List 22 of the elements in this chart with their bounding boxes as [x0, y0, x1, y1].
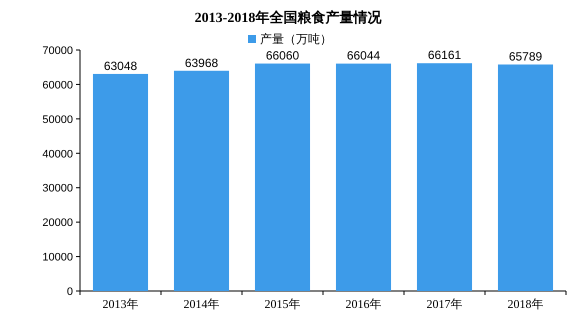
y-tick-label: 0: [66, 286, 73, 298]
x-tick-label: 2018年: [508, 297, 544, 311]
data-label: 63968: [184, 56, 219, 70]
y-tick-label: 20000: [42, 217, 73, 230]
legend-label: 产量（万吨）: [260, 32, 332, 46]
x-tick-label: 2014年: [184, 297, 220, 311]
x-tick-label: 2017年: [426, 297, 462, 311]
y-tick-label: 10000: [42, 252, 73, 264]
data-label: 66161: [428, 48, 462, 62]
y-tick-label: 60000: [42, 79, 73, 92]
x-tick-label: 2013年: [102, 297, 138, 311]
y-tick-label: 50000: [42, 114, 73, 126]
chart-title: 2013-2018年全国粮食产量情况: [194, 9, 382, 26]
y-tick-label: 30000: [42, 182, 73, 195]
data-label: 63048: [104, 58, 138, 73]
y-tick-label: 40000: [42, 148, 73, 160]
data-label: 66044: [346, 48, 381, 63]
x-tick-label: 2015年: [264, 297, 300, 311]
data-label: 66060: [266, 48, 300, 63]
x-tick-label: 2016年: [346, 297, 382, 311]
y-tick-label: 70000: [42, 45, 73, 57]
data-label: 65789: [508, 50, 543, 64]
